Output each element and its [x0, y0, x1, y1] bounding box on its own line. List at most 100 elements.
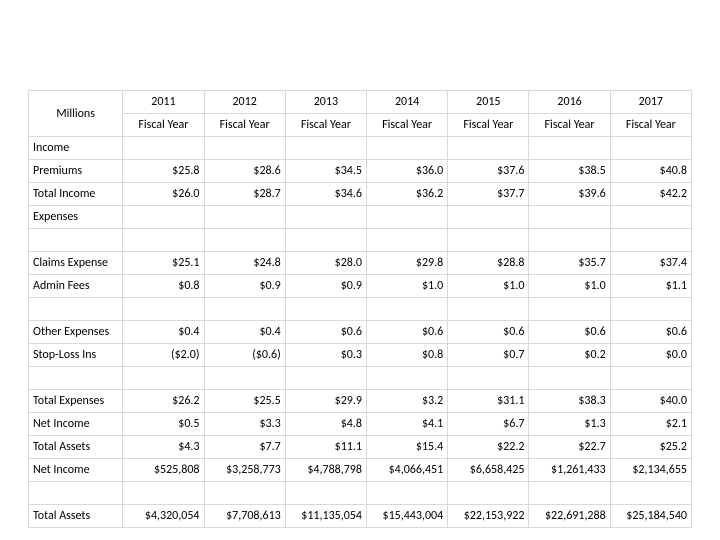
row-label: Premiums [29, 160, 123, 183]
cell-value [366, 482, 447, 505]
cell-value: $3,258,773 [204, 459, 285, 482]
row-label [29, 482, 123, 505]
cell-value [448, 206, 529, 229]
cell-value [448, 137, 529, 160]
cell-value: $0.8 [366, 344, 447, 367]
table-row: Net Income$525,808$3,258,773$4,788,798$4… [29, 459, 692, 482]
cell-value [204, 482, 285, 505]
cell-value: $6.7 [448, 413, 529, 436]
cell-value: $0.6 [448, 321, 529, 344]
cell-value: $26.2 [123, 390, 204, 413]
cell-value: $26.0 [123, 183, 204, 206]
cell-value [285, 298, 366, 321]
cell-value [448, 482, 529, 505]
cell-value [285, 137, 366, 160]
cell-value: $25,184,540 [610, 505, 691, 528]
table-row [29, 367, 692, 390]
table-row: Income [29, 137, 692, 160]
cell-value: $1.1 [610, 275, 691, 298]
year-header: 2016 [529, 91, 610, 114]
cell-value: $40.8 [610, 160, 691, 183]
cell-value: $29.9 [285, 390, 366, 413]
cell-value: $22,691,288 [529, 505, 610, 528]
row-label: Claims Expense [29, 252, 123, 275]
cell-value [123, 367, 204, 390]
row-label [29, 367, 123, 390]
subheader: Fiscal Year [610, 114, 691, 137]
year-header: 2017 [610, 91, 691, 114]
cell-value [610, 137, 691, 160]
cell-value [123, 206, 204, 229]
cell-value: $2,134,655 [610, 459, 691, 482]
cell-value: $35.7 [529, 252, 610, 275]
cell-value: $525,808 [123, 459, 204, 482]
table-row: Stop-Loss Ins($2.0)($0.6)$0.3$0.8$0.7$0.… [29, 344, 692, 367]
year-header: 2012 [204, 91, 285, 114]
year-header: 2011 [123, 91, 204, 114]
table-row: Total Assets$4,320,054$7,708,613$11,135,… [29, 505, 692, 528]
cell-value: $0.4 [204, 321, 285, 344]
cell-value: $0.6 [366, 321, 447, 344]
cell-value: $3.3 [204, 413, 285, 436]
row-label [29, 229, 123, 252]
row-label: Total Income [29, 183, 123, 206]
row-label: Income [29, 137, 123, 160]
cell-value: $36.0 [366, 160, 447, 183]
cell-value: $0.9 [285, 275, 366, 298]
corner-label: Millions [29, 91, 123, 137]
cell-value: $0.6 [529, 321, 610, 344]
cell-value: $37.6 [448, 160, 529, 183]
cell-value: $22.7 [529, 436, 610, 459]
cell-value [448, 298, 529, 321]
cell-value [123, 298, 204, 321]
table-row [29, 482, 692, 505]
cell-value: $0.4 [123, 321, 204, 344]
table-row: Claims Expense$25.1$24.8$28.0$29.8$28.8$… [29, 252, 692, 275]
cell-value: $40.0 [610, 390, 691, 413]
cell-value: $36.2 [366, 183, 447, 206]
subheader: Fiscal Year [448, 114, 529, 137]
cell-value: $37.7 [448, 183, 529, 206]
cell-value: $0.8 [123, 275, 204, 298]
cell-value [204, 229, 285, 252]
table-row [29, 298, 692, 321]
cell-value: $6,658,425 [448, 459, 529, 482]
cell-value: $31.1 [448, 390, 529, 413]
cell-value: $0.6 [285, 321, 366, 344]
row-label: Total Expenses [29, 390, 123, 413]
cell-value: $28.0 [285, 252, 366, 275]
row-label [29, 298, 123, 321]
cell-value [448, 229, 529, 252]
cell-value: $25.5 [204, 390, 285, 413]
cell-value: $15,443,004 [366, 505, 447, 528]
table-row: Other Expenses$0.4$0.4$0.6$0.6$0.6$0.6$0… [29, 321, 692, 344]
cell-value [610, 206, 691, 229]
cell-value: $0.6 [610, 321, 691, 344]
cell-value: ($0.6) [204, 344, 285, 367]
cell-value: ($2.0) [123, 344, 204, 367]
year-header: 2013 [285, 91, 366, 114]
cell-value: $1.0 [366, 275, 447, 298]
cell-value: $3.2 [366, 390, 447, 413]
cell-value [529, 482, 610, 505]
cell-value: $0.3 [285, 344, 366, 367]
table-row: Net Income$0.5$3.3$4.8$4.1$6.7$1.3$2.1 [29, 413, 692, 436]
cell-value [285, 367, 366, 390]
year-header: 2015 [448, 91, 529, 114]
cell-value: $28.6 [204, 160, 285, 183]
cell-value [529, 229, 610, 252]
cell-value: $0.2 [529, 344, 610, 367]
cell-value [529, 367, 610, 390]
cell-value [123, 482, 204, 505]
cell-value: $0.0 [610, 344, 691, 367]
cell-value: $1.0 [529, 275, 610, 298]
cell-value: $38.3 [529, 390, 610, 413]
cell-value: $1.0 [448, 275, 529, 298]
row-label: Other Expenses [29, 321, 123, 344]
cell-value: $7,708,613 [204, 505, 285, 528]
table-row: Total Assets$4.3$7.7$11.1$15.4$22.2$22.7… [29, 436, 692, 459]
row-label: Stop-Loss Ins [29, 344, 123, 367]
cell-value [204, 367, 285, 390]
table-row [29, 229, 692, 252]
cell-value: $25.1 [123, 252, 204, 275]
